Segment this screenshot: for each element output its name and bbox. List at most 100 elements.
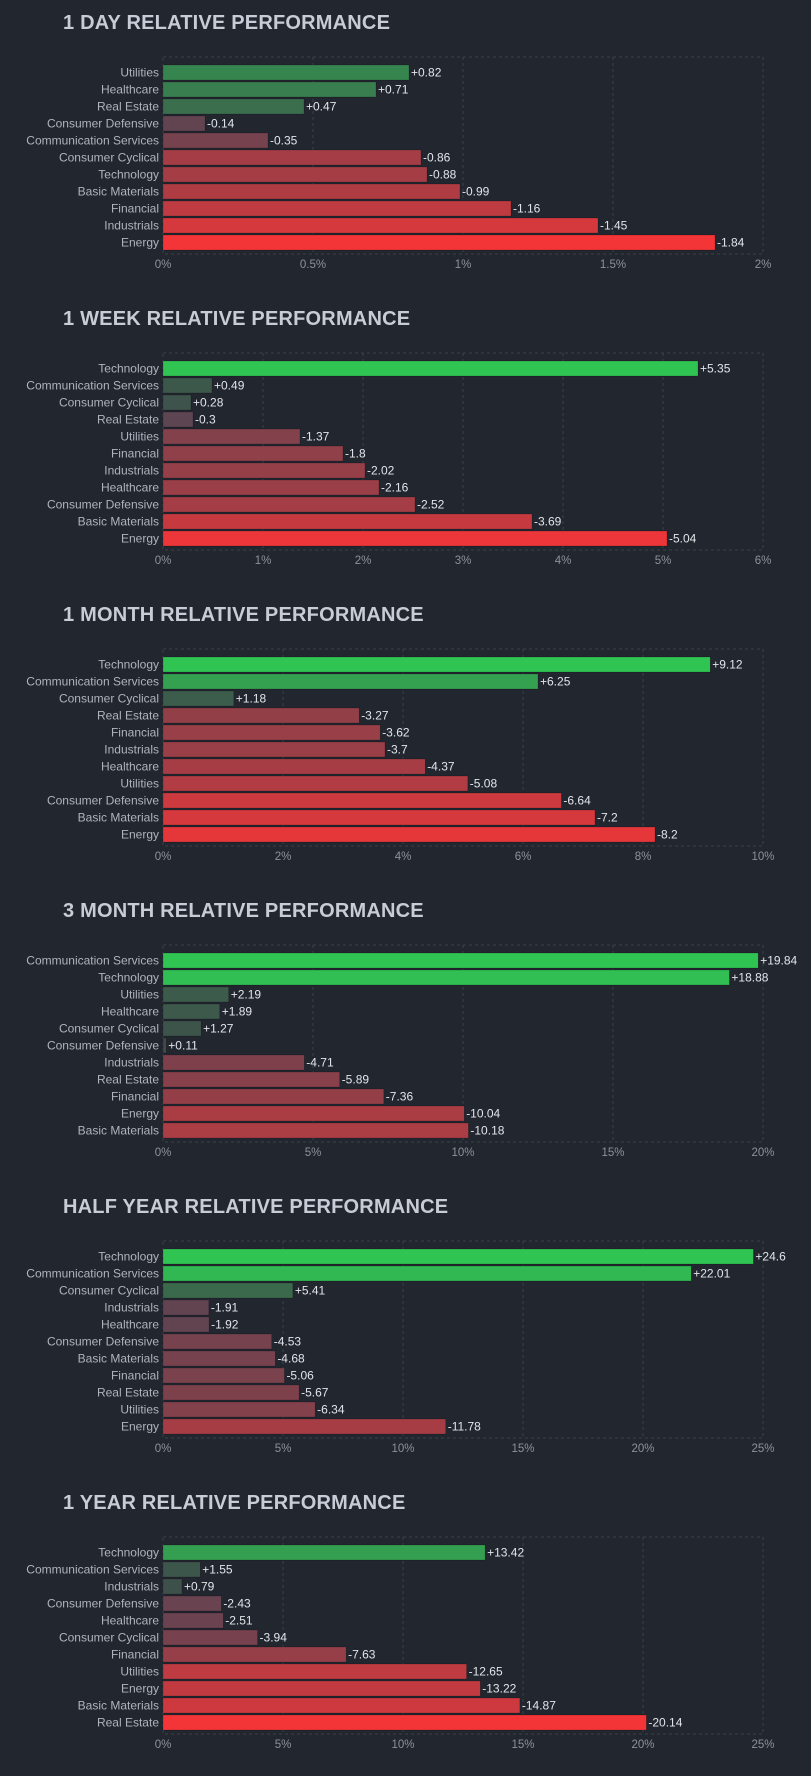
value-label: +18.88 (731, 971, 768, 985)
value-label: -4.53 (274, 1335, 302, 1349)
category-label: Healthcare (101, 481, 159, 495)
value-label: -6.64 (563, 794, 591, 808)
value-label: -5.67 (301, 1386, 329, 1400)
bar (162, 656, 711, 673)
value-label: +9.12 (712, 658, 743, 672)
category-label: Consumer Defensive (47, 794, 159, 808)
category-label: Consumer Cyclical (59, 1284, 159, 1298)
bar (162, 166, 428, 183)
bar (162, 826, 656, 843)
value-label: -0.3 (195, 413, 216, 427)
x-tick-label: 20% (631, 1443, 654, 1452)
bar (162, 98, 305, 115)
bar (162, 217, 599, 234)
bar (162, 360, 699, 377)
value-label: -0.14 (207, 117, 235, 131)
category-label: Basic Materials (78, 811, 159, 825)
bar (162, 1612, 224, 1629)
bar-chart: 0% 5% 10% 15% 20% 25% Technology +13.42 Communic… (26, 1536, 775, 1748)
category-label: Consumer Cyclical (59, 396, 159, 410)
value-label: +22.01 (693, 1267, 730, 1281)
category-label: Healthcare (101, 83, 159, 97)
value-label: +0.28 (193, 396, 224, 410)
value-label: -10.04 (466, 1107, 500, 1121)
x-tick-label: 8% (635, 851, 652, 860)
category-label: Industrials (104, 743, 159, 757)
category-label: Technology (98, 362, 159, 376)
x-tick-label: 25% (751, 1739, 774, 1748)
category-label: Healthcare (101, 1005, 159, 1019)
category-label: Communication Services (26, 675, 159, 689)
bar (162, 1561, 201, 1578)
value-label: -4.71 (306, 1056, 334, 1070)
bar (162, 1646, 347, 1663)
bar (162, 200, 512, 217)
value-label: -0.88 (429, 168, 457, 182)
value-label: -7.36 (386, 1090, 414, 1104)
bar (162, 1265, 692, 1282)
chart-panel: 1 DAY RELATIVE PERFORMANCE 0% 0.5% 1% 1.5% 2%… (0, 0, 811, 296)
value-label: -5.08 (470, 777, 498, 791)
bar-chart: 0% 1% 2% 3% 4% 5% 6% Technology +5.35 Communicati… (26, 352, 772, 564)
x-tick-label: 0.5% (300, 259, 326, 268)
bar (162, 1054, 305, 1071)
category-label: Real Estate (97, 1073, 159, 1087)
x-tick-label: 20% (631, 1739, 654, 1748)
value-label: -0.35 (270, 134, 298, 148)
value-label: -1.92 (211, 1318, 239, 1332)
bar (162, 1578, 183, 1595)
category-label: Real Estate (97, 413, 159, 427)
x-tick-label: 4% (395, 851, 412, 860)
bar (162, 1333, 272, 1350)
x-tick-label: 10% (391, 1739, 414, 1748)
category-label: Industrials (104, 1301, 159, 1315)
bar (162, 1071, 340, 1088)
value-label: -1.84 (717, 236, 745, 250)
x-tick-label: 2% (755, 259, 772, 268)
bar (162, 673, 539, 690)
category-label: Industrials (104, 219, 159, 233)
chart-title: 1 DAY RELATIVE PERFORMANCE (63, 12, 391, 34)
value-label: -1.8 (345, 447, 366, 461)
bar (162, 1367, 285, 1384)
x-tick-label: 2% (275, 851, 292, 860)
x-tick-label: 3% (455, 555, 472, 564)
category-label: Consumer Defensive (47, 1335, 159, 1349)
value-label: -7.2 (597, 811, 618, 825)
value-label: +5.41 (295, 1284, 326, 1298)
category-label: Healthcare (101, 760, 159, 774)
bar (162, 183, 461, 200)
category-label: Communication Services (26, 379, 159, 393)
value-label: -8.2 (657, 828, 678, 842)
value-label: -1.45 (600, 219, 628, 233)
bar (162, 1299, 210, 1316)
x-tick-label: 15% (511, 1739, 534, 1748)
chart-title: HALF YEAR RELATIVE PERFORMANCE (63, 1196, 449, 1218)
bar (162, 809, 596, 826)
category-label: Energy (121, 532, 159, 546)
bar (162, 707, 360, 724)
bar (162, 462, 366, 479)
x-tick-label: 6% (755, 555, 772, 564)
chart-title: 1 WEEK RELATIVE PERFORMANCE (63, 308, 411, 330)
bar (162, 377, 213, 394)
bar (162, 394, 192, 411)
category-label: Utilities (120, 777, 159, 791)
x-tick-label: 1% (455, 259, 472, 268)
category-label: Energy (121, 1420, 159, 1434)
category-label: Technology (98, 168, 159, 182)
bar (162, 115, 206, 132)
x-tick-label: 5% (275, 1443, 292, 1452)
category-label: Healthcare (101, 1318, 159, 1332)
category-label: Consumer Defensive (47, 498, 159, 512)
category-label: Technology (98, 1250, 159, 1264)
bar-chart: 0% 5% 10% 15% 20% 25% Technology +24.6 Communica… (26, 1240, 786, 1452)
chart-panel: 1 WEEK RELATIVE PERFORMANCE 0% 1% 2% 3% 4% 5% 6… (0, 296, 811, 592)
category-label: Financial (111, 726, 159, 740)
x-tick-label: 0% (155, 259, 172, 268)
bar (162, 411, 194, 428)
value-label: +1.89 (222, 1005, 253, 1019)
value-label: -5.04 (669, 532, 697, 546)
bar (162, 1697, 521, 1714)
x-tick-label: 2% (355, 555, 372, 564)
